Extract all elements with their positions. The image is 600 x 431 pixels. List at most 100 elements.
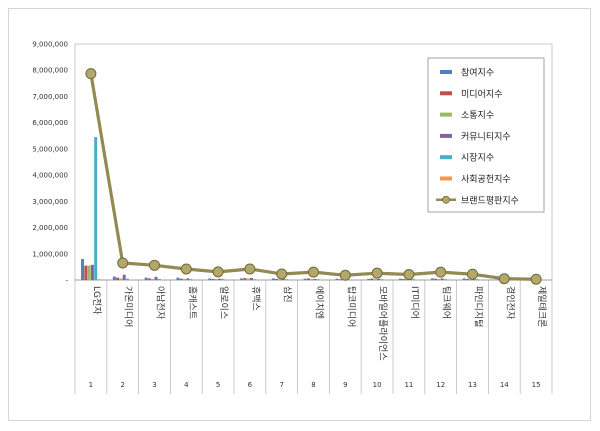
- y-tick-label: 6,000,000: [32, 119, 68, 127]
- bar-2-5: [246, 278, 250, 280]
- y-tick-label: 4,000,000: [32, 172, 68, 180]
- bar-3-6: [281, 278, 285, 280]
- legend-label: 참여지수: [461, 67, 494, 79]
- bar-0-5: [240, 278, 244, 280]
- bar-4-12: [475, 279, 479, 280]
- category-label: IT미디어: [409, 286, 420, 319]
- bar-3-1: [122, 274, 126, 280]
- y-tick-label: 2,000,000: [32, 224, 68, 232]
- bar-2-12: [469, 279, 473, 280]
- category-index-label: 15: [532, 381, 541, 389]
- brand-index-point: [117, 257, 129, 269]
- category-index-label: 6: [248, 381, 253, 389]
- bar-4-11: [443, 279, 447, 280]
- legend-marker: [442, 195, 450, 204]
- bar-2-4: [214, 278, 218, 280]
- bar-1-7: [306, 278, 310, 280]
- bar-3-11: [440, 278, 444, 280]
- brand-index-point: [530, 273, 542, 285]
- bar-1-10: [402, 278, 406, 280]
- bar-2-9: [373, 278, 377, 280]
- category-label: 경인전자: [504, 286, 516, 320]
- bar-1-12: [465, 278, 469, 280]
- legend-swatch: [440, 112, 452, 117]
- bar-1-3: [179, 278, 183, 280]
- bar-0-13: [494, 279, 498, 280]
- bar-4-9: [380, 279, 384, 280]
- brand-index-point: [371, 267, 383, 279]
- bar-2-11: [437, 278, 441, 280]
- legend-label: 커뮤니티지수: [461, 131, 511, 142]
- category-label: LG전자: [91, 286, 102, 315]
- category-label: 탑코미디어: [345, 286, 357, 327]
- category-index-label: 11: [404, 381, 413, 389]
- legend-swatch: [440, 91, 452, 96]
- brand-index-point: [403, 268, 415, 280]
- category-index-label: 14: [500, 381, 509, 389]
- brand-index-point: [467, 268, 478, 280]
- category-index-label: 13: [468, 381, 477, 389]
- y-tick-label: 3,000,000: [32, 198, 68, 206]
- category-label: 홈캐스트: [186, 286, 198, 319]
- category-index-label: 5: [216, 381, 220, 389]
- category-index-label: 7: [279, 381, 283, 389]
- y-tick-label: 7,000,000: [32, 93, 68, 101]
- brand-index-point: [339, 269, 351, 281]
- bar-1-6: [275, 278, 279, 280]
- bar-0-4: [208, 278, 212, 280]
- bar-2-6: [278, 279, 282, 280]
- bar-4-5: [253, 279, 257, 280]
- bar-4-7: [316, 279, 320, 280]
- category-index-label: 12: [436, 381, 445, 389]
- bar-0-10: [399, 278, 403, 280]
- bar-1-2: [147, 278, 151, 280]
- bar-2-0: [87, 265, 91, 280]
- brand-index-point: [212, 266, 224, 278]
- brand-index-point: [244, 263, 256, 275]
- y-tick-label: 8,000,000: [32, 67, 68, 75]
- bar-0-11: [430, 278, 434, 280]
- legend-label: 시장지수: [461, 153, 494, 164]
- y-tick-label: 5,000,000: [32, 145, 68, 153]
- bar-4-2: [157, 278, 161, 280]
- y-tick-label: 1,000,000: [32, 250, 68, 258]
- bar-4-3: [189, 279, 193, 280]
- brand-index-point: [498, 273, 510, 285]
- legend-label: 브랜드평판지수: [461, 195, 519, 206]
- bar-3-3: [186, 278, 190, 280]
- category-label: 삼진: [282, 286, 293, 303]
- bar-3-9: [377, 278, 381, 280]
- category-index-label: 1: [89, 381, 93, 389]
- bar-0-1: [112, 276, 116, 280]
- brand-index-point: [276, 268, 288, 280]
- category-index-label: 2: [120, 381, 124, 389]
- bar-1-4: [211, 278, 215, 280]
- category-label: 가온미디어: [123, 286, 134, 327]
- legend-label: 미디어지수: [461, 89, 502, 100]
- bar-4-4: [221, 278, 225, 280]
- brand-index-point: [149, 259, 160, 271]
- bar-4-8: [348, 279, 352, 280]
- category-index-label: 3: [152, 381, 156, 389]
- bar-0-2: [144, 277, 148, 280]
- brand-index-point: [85, 68, 97, 80]
- brand-index-point: [308, 266, 319, 278]
- bar-3-4: [218, 278, 222, 280]
- bar-3-7: [313, 278, 317, 280]
- brand-index-point: [180, 263, 192, 275]
- bar-3-2: [154, 276, 158, 280]
- category-label: 파인디지털: [473, 286, 485, 327]
- category-label: 아남전자: [155, 286, 166, 320]
- bar-1-8: [338, 279, 342, 280]
- bar-2-2: [151, 278, 155, 280]
- bar-0-9: [367, 278, 371, 280]
- bar-1-11: [434, 278, 438, 280]
- category-index-label: 9: [343, 381, 347, 389]
- bar-2-7: [310, 278, 314, 280]
- bar-4-10: [412, 279, 416, 280]
- bar-1-9: [370, 278, 374, 280]
- category-label: 알로이스: [218, 286, 229, 319]
- y-tick-label: -: [65, 277, 68, 285]
- bar-4-6: [284, 279, 288, 280]
